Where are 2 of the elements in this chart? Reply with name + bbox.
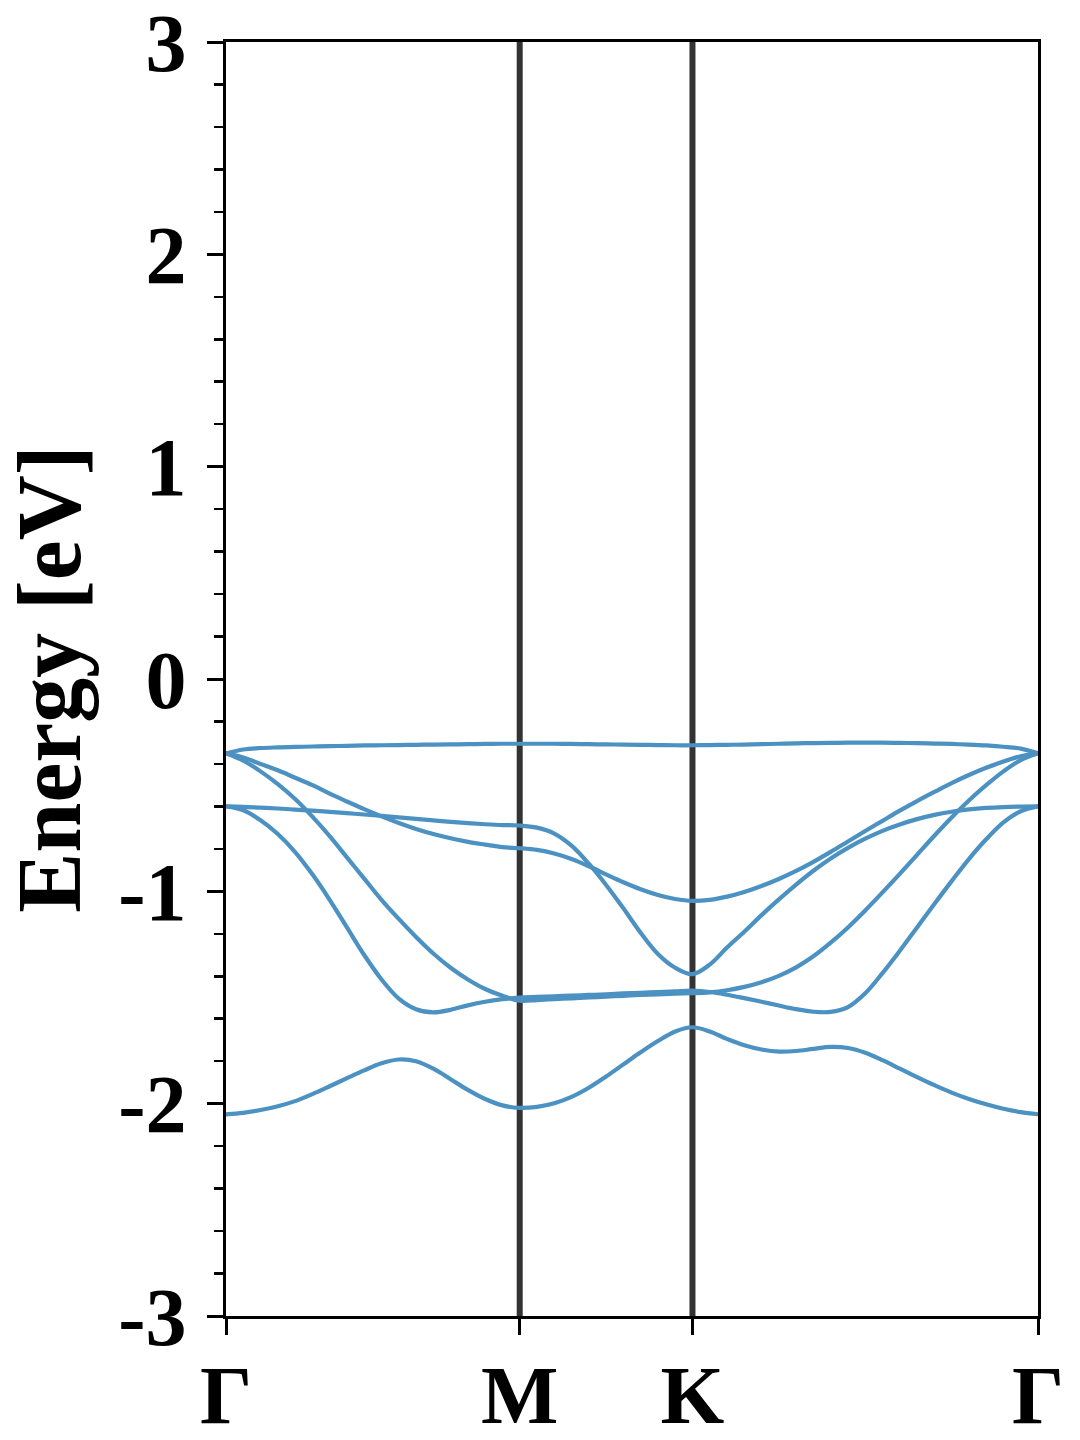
y-tick-label: 3 bbox=[145, 0, 187, 89]
y-tick-label: 2 bbox=[145, 210, 187, 302]
